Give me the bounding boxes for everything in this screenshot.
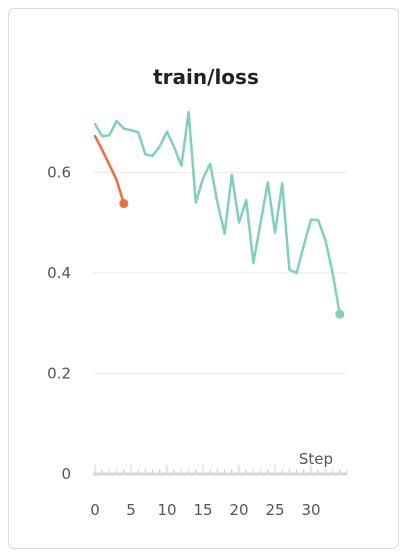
series-lines [93, 110, 345, 319]
x-tick-label-5: 25 [265, 501, 284, 519]
chart-title: train/loss [153, 65, 259, 89]
x-tick-label-4: 20 [229, 501, 248, 519]
x-tick-label-3: 15 [193, 501, 212, 519]
x-tick-label-1: 5 [126, 501, 136, 519]
y-tick-label-1: 0.2 [47, 364, 71, 382]
chart-panel: train/loss 0 0.2 0.4 0.6 0 5 10 15 20 25 30 Step [8, 8, 399, 549]
y-tick-label-2: 0.4 [47, 264, 71, 282]
x-tick-label-0: 0 [90, 501, 100, 519]
y-tick-labels: 0 0.2 0.4 0.6 [47, 163, 71, 483]
x-axis-label: Step [299, 450, 333, 468]
x-axis: 0 5 10 15 20 25 30 [90, 465, 348, 519]
gridlines [93, 171, 347, 374]
y-tick-label-0: 0 [61, 465, 71, 483]
y-tick-label-3: 0.6 [47, 163, 71, 181]
series-end-point-1 [335, 309, 345, 319]
series-line-1 [93, 110, 342, 316]
x-tick-label-6: 30 [301, 501, 320, 519]
x-tick-label-2: 10 [157, 501, 176, 519]
loss-chart: train/loss 0 0.2 0.4 0.6 0 5 10 15 20 25 30 Step [47, 65, 348, 519]
series-line-0 [93, 134, 126, 205]
series-end-point-0 [119, 199, 129, 209]
